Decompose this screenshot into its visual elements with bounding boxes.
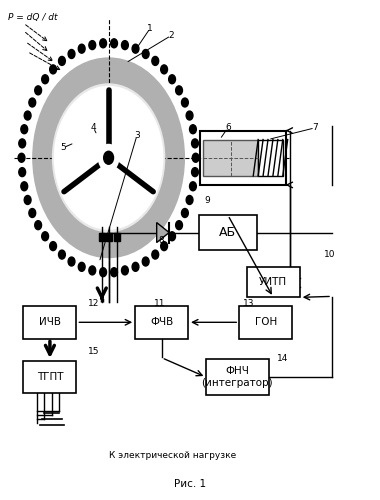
Circle shape	[68, 50, 75, 58]
Circle shape	[24, 111, 31, 120]
Text: 10: 10	[325, 250, 336, 260]
Circle shape	[111, 268, 117, 276]
Circle shape	[122, 40, 128, 50]
Circle shape	[29, 208, 36, 218]
Circle shape	[50, 65, 57, 74]
Circle shape	[122, 266, 128, 275]
Bar	[258, 140, 283, 176]
Bar	[106, 232, 112, 240]
Circle shape	[68, 257, 75, 266]
Circle shape	[190, 182, 196, 191]
Circle shape	[29, 98, 36, 107]
Bar	[239, 306, 292, 338]
Text: 13: 13	[243, 299, 255, 308]
Text: 3: 3	[134, 131, 140, 140]
Circle shape	[192, 139, 198, 148]
Circle shape	[35, 86, 41, 95]
Circle shape	[50, 242, 57, 250]
Text: ГОН: ГОН	[255, 318, 277, 328]
Circle shape	[54, 86, 163, 229]
Text: 15: 15	[88, 346, 99, 356]
Circle shape	[161, 65, 168, 74]
Text: 4: 4	[91, 124, 96, 132]
Text: 11: 11	[154, 299, 165, 308]
Circle shape	[21, 124, 28, 134]
Circle shape	[186, 111, 193, 120]
Circle shape	[152, 250, 159, 259]
Circle shape	[19, 139, 25, 148]
Circle shape	[33, 58, 184, 258]
Circle shape	[99, 145, 119, 171]
Text: УИТП: УИТП	[259, 278, 287, 287]
Text: ФЧВ: ФЧВ	[150, 318, 173, 328]
Text: ТГПТ: ТГПТ	[36, 372, 63, 382]
Bar	[114, 232, 120, 240]
Circle shape	[142, 257, 149, 266]
Bar	[247, 268, 300, 298]
Circle shape	[192, 168, 198, 176]
Circle shape	[142, 50, 149, 58]
Circle shape	[59, 250, 65, 259]
Circle shape	[42, 75, 49, 84]
Circle shape	[21, 182, 28, 191]
Text: 1: 1	[147, 24, 153, 32]
Text: 9: 9	[204, 196, 210, 204]
Circle shape	[190, 124, 196, 134]
Bar	[24, 361, 76, 394]
Bar	[99, 232, 105, 240]
Circle shape	[89, 266, 96, 275]
Circle shape	[18, 154, 25, 162]
Text: P = dQ / dt: P = dQ / dt	[8, 13, 58, 22]
Circle shape	[182, 208, 188, 218]
Circle shape	[132, 262, 139, 272]
Circle shape	[182, 98, 188, 107]
Circle shape	[52, 84, 165, 232]
Bar	[200, 130, 286, 185]
Text: 7: 7	[312, 124, 318, 132]
Circle shape	[42, 232, 49, 240]
Circle shape	[152, 56, 159, 66]
Circle shape	[100, 268, 106, 276]
Text: 5: 5	[60, 144, 66, 152]
Circle shape	[111, 39, 117, 48]
Circle shape	[169, 75, 176, 84]
Circle shape	[104, 152, 114, 164]
Text: АБ: АБ	[219, 226, 236, 239]
Bar	[206, 359, 269, 395]
Polygon shape	[157, 222, 169, 242]
Circle shape	[24, 196, 31, 204]
Circle shape	[161, 242, 168, 250]
Text: 14: 14	[277, 354, 288, 362]
Text: 8: 8	[159, 236, 165, 244]
Text: ИЧВ: ИЧВ	[39, 318, 61, 328]
Circle shape	[35, 220, 41, 230]
Bar	[135, 306, 188, 338]
Text: ФНЧ
(интегратор): ФНЧ (интегратор)	[201, 366, 273, 388]
Bar	[203, 140, 258, 176]
Circle shape	[100, 39, 106, 48]
Circle shape	[169, 232, 176, 240]
Circle shape	[78, 44, 85, 53]
Circle shape	[78, 262, 85, 272]
Circle shape	[89, 40, 96, 50]
Text: 2: 2	[168, 31, 174, 40]
Bar	[258, 140, 283, 176]
Text: К электрической нагрузке: К электрической нагрузке	[109, 451, 236, 460]
Circle shape	[176, 86, 182, 95]
Text: Рис. 1: Рис. 1	[174, 480, 206, 490]
Bar	[198, 215, 257, 250]
Circle shape	[132, 44, 139, 53]
Text: 12: 12	[88, 299, 99, 308]
Bar	[24, 306, 76, 338]
Text: 6: 6	[225, 124, 231, 132]
Circle shape	[186, 196, 193, 204]
Circle shape	[59, 56, 65, 66]
Circle shape	[192, 154, 199, 162]
Circle shape	[19, 168, 25, 176]
Circle shape	[176, 220, 182, 230]
